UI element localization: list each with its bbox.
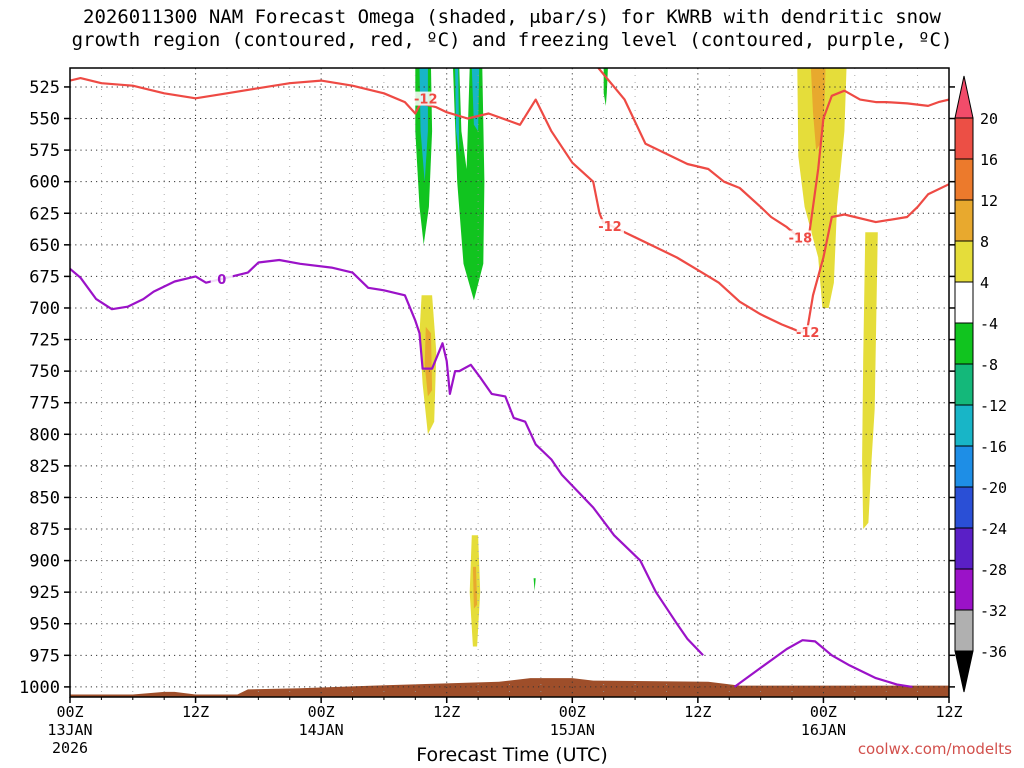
colorbar-cell <box>954 199 974 242</box>
dgz-contour-line <box>597 68 799 237</box>
y-tick-label: 600 <box>29 173 60 193</box>
colorbar-label: -28 <box>980 561 1007 579</box>
colorbar-label: -8 <box>980 356 998 374</box>
contour-label-bg <box>414 91 437 106</box>
colorbar-cell <box>954 322 974 365</box>
colorbar-cell <box>954 445 974 488</box>
colorbar-cell <box>954 568 974 611</box>
colorbar-cell <box>954 281 974 324</box>
y-tick-label: 800 <box>29 425 60 445</box>
x-tick-label: 00Z <box>56 703 83 721</box>
dgz-contour-line <box>806 89 949 245</box>
colorbar-cell <box>954 240 974 283</box>
y-tick-label: 950 <box>29 615 60 635</box>
contour-label: 0 <box>217 273 226 288</box>
omega-region <box>533 578 536 591</box>
x-tick-label: 14JAN <box>299 721 344 739</box>
x-tick-label: 00Z <box>308 703 335 721</box>
contour-label: -18 <box>789 232 813 247</box>
y-tick-label: 625 <box>29 204 60 224</box>
y-tick-label: 975 <box>29 646 60 666</box>
omega-region <box>797 68 847 308</box>
contour-label: -12 <box>796 326 820 341</box>
contour-label-bg <box>796 325 819 340</box>
contour-label-bg <box>789 230 812 245</box>
x-tick-label: 16JAN <box>801 721 846 739</box>
title-line-1: 2026011300 NAM Forecast Omega (shaded, μ… <box>83 6 941 28</box>
y-tick-label: 675 <box>29 267 60 287</box>
x-tick-label: 2026 <box>52 739 88 757</box>
x-tick-label: 15JAN <box>550 721 595 739</box>
contour-label: -12 <box>598 220 622 235</box>
x-tick-label: 12Z <box>935 703 962 721</box>
y-tick-label: 925 <box>29 583 60 603</box>
colorbar-cell <box>954 527 974 570</box>
y-tick-label: 525 <box>29 78 60 98</box>
chart-title: 2026011300 NAM Forecast Omega (shaded, μ… <box>0 6 1024 52</box>
x-tick-label: 12Z <box>182 703 209 721</box>
colorbar-label: -32 <box>980 602 1007 620</box>
y-tick-label: 850 <box>29 488 60 508</box>
colorbar-label: 12 <box>980 192 998 210</box>
colorbar-label: 8 <box>980 233 989 251</box>
y-tick-label: 1000 <box>19 678 60 698</box>
x-tick-label: 12Z <box>433 703 460 721</box>
colorbar-cap-top <box>954 75 974 119</box>
colorbar-label: -20 <box>980 479 1007 497</box>
contour-label: -12 <box>414 93 438 108</box>
plot-content: -12 -12 -18 0 -12 <box>70 68 949 697</box>
colorbar-label: -36 <box>980 643 1007 661</box>
colorbar-label: -12 <box>980 397 1007 415</box>
terrain-fill <box>70 678 949 697</box>
contour-label-bg <box>210 272 233 287</box>
colorbar-cell <box>954 404 974 447</box>
freezing-level-contour-line <box>733 639 913 688</box>
omega-region <box>862 232 878 529</box>
y-tick-label: 700 <box>29 299 60 319</box>
colorbar-cell <box>954 609 974 652</box>
y-tick-label: 900 <box>29 552 60 572</box>
y-tick-label: 825 <box>29 457 60 477</box>
title-line-2: growth region (contoured, red, ºC) and f… <box>71 29 953 51</box>
colorbar-label: -4 <box>980 315 998 333</box>
credit-label: coolwx.com/modelts <box>857 740 1012 758</box>
colorbar-label: 16 <box>980 151 998 169</box>
colorbar-cap-bottom <box>954 650 974 693</box>
colorbar-label: 4 <box>980 274 989 292</box>
freezing-level-contour-line <box>70 258 704 657</box>
omega-region <box>472 566 478 609</box>
colorbar-label: 20 <box>980 110 998 128</box>
omega-region <box>424 326 433 397</box>
omega-region <box>455 68 460 157</box>
colorbar-cell <box>954 363 974 406</box>
y-tick-label: 550 <box>29 110 60 130</box>
x-tick-label: 13JAN <box>47 721 92 739</box>
dgz-contour-line <box>603 183 949 334</box>
y-tick-label: 750 <box>29 362 60 382</box>
colorbar-label: -16 <box>980 438 1007 456</box>
x-tick-label: 00Z <box>810 703 837 721</box>
y-tick-label: 650 <box>29 236 60 256</box>
y-tick-label: 775 <box>29 394 60 414</box>
y-tick-label: 575 <box>29 141 60 161</box>
x-tick-label: 12Z <box>684 703 711 721</box>
colorbar-cell <box>954 158 974 201</box>
colorbar-cell <box>954 486 974 529</box>
dgz-contour-line <box>70 76 605 224</box>
y-tick-label: 875 <box>29 520 60 540</box>
colorbar-cell <box>954 117 974 160</box>
contour-label-bg <box>595 219 624 234</box>
x-axis-title: Forecast Time (UTC) <box>416 744 608 766</box>
colorbar-label: -24 <box>980 520 1007 538</box>
y-tick-label: 725 <box>29 331 60 351</box>
x-tick-label: 00Z <box>559 703 586 721</box>
